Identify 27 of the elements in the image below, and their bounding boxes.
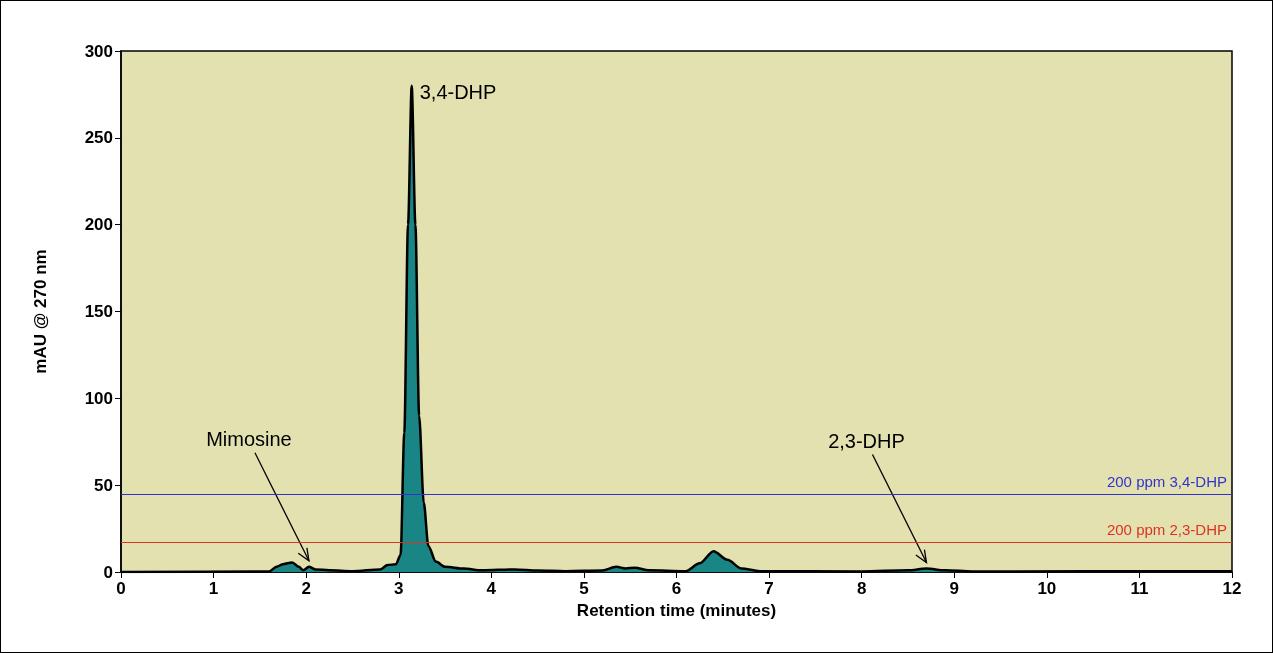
ref-line-label: 200 ppm 2,3-DHP xyxy=(1106,521,1227,539)
ref-line-label: 200 ppm 3,4-DHP xyxy=(1106,472,1227,490)
x-tick-label: 5 xyxy=(579,579,589,598)
x-tick-label: 11 xyxy=(1130,579,1149,598)
y-tick-label: 200 xyxy=(84,215,113,235)
y-tick-label: 100 xyxy=(84,388,113,408)
x-tick-label: 1 xyxy=(208,579,219,598)
x-tick-label: 10 xyxy=(1037,579,1057,598)
y-tick-label: 0 xyxy=(103,562,113,582)
y-tick-label: 250 xyxy=(84,128,113,148)
x-tick-label: 4 xyxy=(486,579,497,598)
x-tick-label: 3 xyxy=(394,579,404,598)
x-tick-label: 6 xyxy=(671,579,682,598)
x-tick-label: 2 xyxy=(301,579,311,598)
annotation: 3,4-DHP xyxy=(419,80,497,103)
x-tick-label: 7 xyxy=(764,579,774,598)
annotation: Mimosine xyxy=(206,427,292,450)
y-tick-label: 50 xyxy=(94,475,113,495)
y-tick-label: 150 xyxy=(84,302,113,321)
x-tick-label: 12 xyxy=(1222,579,1242,598)
annotation: 2,3-DHP xyxy=(828,429,905,452)
x-tick-label: 8 xyxy=(856,579,867,598)
x-tick-label: 9 xyxy=(949,579,959,598)
x-axis-title: Retention time (minutes) xyxy=(576,600,777,620)
y-axis-title: mAU @ 270 nm xyxy=(31,249,50,374)
x-tick-label: 0 xyxy=(116,579,126,598)
y-tick-label: 300 xyxy=(84,41,113,61)
